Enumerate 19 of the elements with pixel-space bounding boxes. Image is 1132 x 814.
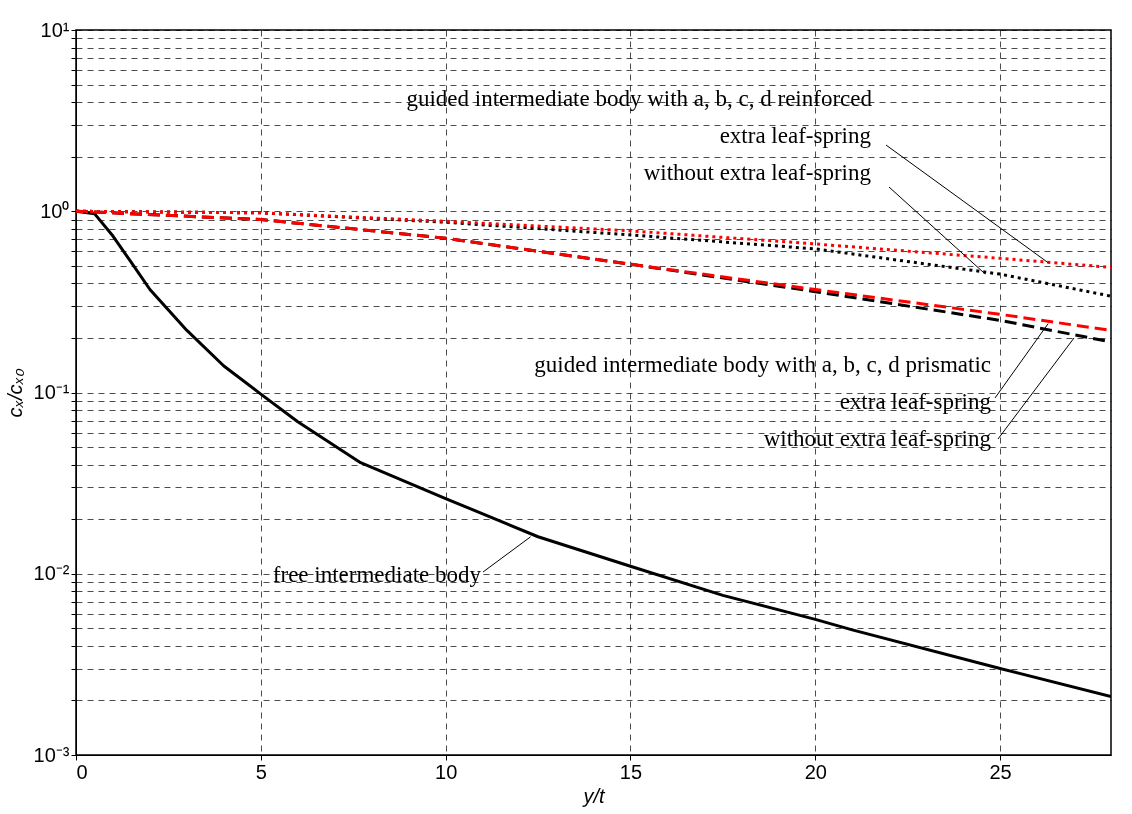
- annotation: free intermediate body: [272, 562, 482, 587]
- x-tick-label: 15: [619, 760, 643, 783]
- x-tick-label: 5: [255, 760, 267, 783]
- x-tick-label: 0: [76, 760, 88, 783]
- x-tick-label: 10: [435, 760, 458, 783]
- x-tick-label: 25: [989, 760, 1012, 783]
- x-axis-title: y/t: [581, 784, 606, 807]
- annotation: without extra leaf-spring: [643, 160, 872, 185]
- y-tick-label: 10¹: [40, 18, 70, 41]
- y-tick-label: 10⁻¹: [33, 381, 70, 403]
- annotation: extra leaf-spring: [719, 123, 872, 148]
- y-tick-label: 10⁰: [40, 199, 70, 222]
- annotation: guided intermediate body with a, b, c, d prismatic: [534, 352, 991, 377]
- y-tick-label: 10⁻²: [33, 562, 70, 585]
- annotation: without extra leaf-spring: [763, 426, 992, 451]
- annotation: extra leaf-spring: [839, 389, 992, 414]
- y-tick-label: 10⁻³: [33, 743, 70, 766]
- x-tick-label: 20: [804, 760, 827, 783]
- y-axis-title: cₓ/cₓ₀: [3, 368, 26, 418]
